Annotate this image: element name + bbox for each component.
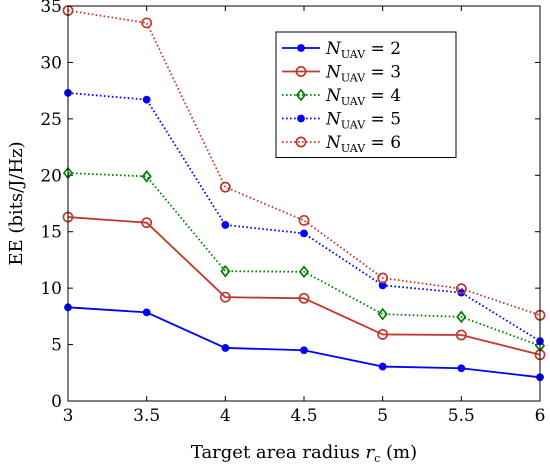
- data-point: [456, 310, 467, 324]
- y-tick-label: 10: [40, 279, 62, 299]
- legend-entry: NUAV = 6: [282, 133, 401, 155]
- series-n-uav-2: [64, 303, 544, 382]
- data-point: [141, 217, 153, 229]
- y-tick-label: 0: [51, 392, 62, 412]
- data-point: [220, 264, 231, 278]
- data-point: [377, 328, 389, 340]
- x-axis-symbol: r: [366, 442, 376, 463]
- legend-label: NUAV = 4: [325, 86, 401, 108]
- y-tick-label: 15: [40, 223, 62, 243]
- data-point: [378, 362, 387, 371]
- legend-marker: [295, 136, 307, 148]
- series-line: [67, 216, 541, 356]
- x-tick-label: 4.5: [290, 406, 317, 426]
- data-point: [457, 364, 466, 373]
- legend-symbol: N: [325, 110, 342, 130]
- legend-symbol: N: [325, 63, 342, 83]
- data-point: [142, 95, 151, 104]
- data-point: [300, 346, 308, 355]
- legend-entry: NUAV = 5: [282, 110, 401, 132]
- data-point: [300, 229, 308, 238]
- x-tick-label: 5.5: [448, 406, 475, 426]
- x-axis-unit: (m): [380, 442, 417, 463]
- legend-label: NUAV = 3: [325, 63, 401, 85]
- legend-equals: =: [365, 39, 390, 59]
- y-tick-label: 20: [40, 166, 62, 186]
- legend-marker: [295, 66, 307, 77]
- data-point: [219, 291, 231, 303]
- legend-equals: =: [365, 63, 390, 83]
- x-tick-label: 3.5: [133, 406, 160, 426]
- legend-label: NUAV = 6: [325, 133, 401, 155]
- data-point: [298, 265, 310, 279]
- legend-subscript: UAV: [341, 142, 366, 155]
- x-tick-label: 5: [377, 406, 388, 426]
- legend-entry: NUAV = 4: [282, 86, 401, 108]
- legend-subscript: UAV: [341, 72, 366, 85]
- plot-frame: [67, 5, 541, 402]
- legend-symbol: N: [325, 133, 342, 153]
- y-tick-label: 5: [51, 336, 62, 356]
- legend-subscript: UAV: [341, 95, 366, 108]
- legend-marker: [297, 44, 305, 52]
- y-tick-label: 30: [40, 53, 62, 73]
- y-tick-label: 25: [40, 110, 62, 130]
- x-axis-label: Target area radius rc (m): [191, 442, 417, 465]
- data-point: [377, 272, 389, 284]
- x-tick-label: 3: [63, 406, 74, 426]
- legend-value: 5: [390, 110, 401, 130]
- data-point: [455, 329, 467, 341]
- series-line: [67, 172, 541, 347]
- data-point: [142, 308, 151, 317]
- y-axis-label: EE (bits/J/Hz): [6, 141, 27, 265]
- data-point: [221, 221, 230, 229]
- data-point: [221, 344, 230, 352]
- legend-value: 6: [390, 133, 401, 153]
- legend-label: NUAV = 5: [325, 110, 401, 132]
- legend-marker: [295, 88, 307, 102]
- data-point: [455, 283, 467, 295]
- series-line: [67, 9, 541, 317]
- legend-symbol: N: [325, 39, 342, 59]
- x-tick-label: 4: [220, 406, 231, 426]
- legend-value: 3: [390, 63, 401, 83]
- x-tick-label: 6: [535, 406, 546, 426]
- legend-equals: =: [365, 110, 390, 130]
- x-axis-subscript: c: [374, 452, 380, 465]
- legend-marker: [297, 114, 305, 123]
- data-point: [141, 17, 153, 29]
- legend-equals: =: [365, 133, 390, 153]
- legend-value: 4: [390, 86, 401, 106]
- legend-equals: =: [365, 86, 390, 106]
- data-point: [298, 214, 310, 226]
- axes-box: [67, 5, 541, 402]
- legend-entry: NUAV = 3: [282, 63, 401, 85]
- data-point: [377, 307, 388, 321]
- data-point: [219, 181, 231, 193]
- legend-label: NUAV = 2: [325, 39, 401, 61]
- y-tick-label: 35: [40, 0, 62, 17]
- legend-subscript: UAV: [341, 119, 366, 132]
- data-point: [141, 170, 152, 183]
- legend-symbol: N: [325, 86, 342, 106]
- legend-entry: NUAV = 2: [282, 39, 401, 61]
- x-axis-label-text: Target area radius: [191, 442, 366, 463]
- legend-value: 2: [390, 39, 401, 59]
- data-point: [298, 292, 310, 304]
- legend-subscript: UAV: [341, 48, 366, 61]
